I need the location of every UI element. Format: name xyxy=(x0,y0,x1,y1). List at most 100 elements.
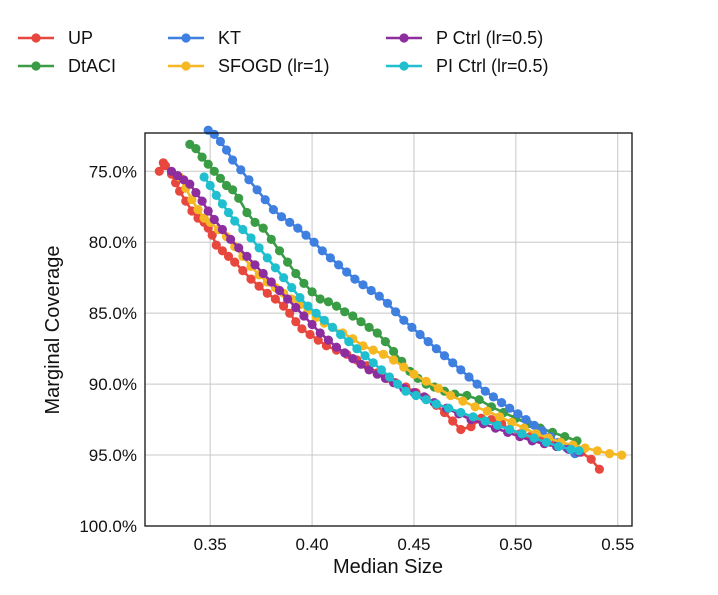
data-point xyxy=(223,251,234,261)
data-point xyxy=(495,412,505,422)
data-point xyxy=(409,369,419,379)
data-point xyxy=(331,301,342,311)
data-point xyxy=(340,348,350,358)
legend-label: P Ctrl (lr=0.5) xyxy=(436,28,543,48)
data-point xyxy=(389,346,399,357)
data-point xyxy=(415,329,425,340)
series-line xyxy=(188,143,579,443)
data-point xyxy=(529,433,539,443)
data-point xyxy=(433,383,443,393)
data-point xyxy=(358,280,368,290)
data-point xyxy=(215,136,225,147)
data-point xyxy=(529,420,539,430)
data-point xyxy=(592,446,603,456)
data-point xyxy=(230,257,240,267)
data-point xyxy=(401,386,411,396)
data-point xyxy=(211,190,221,200)
y-tick-label: 80.0% xyxy=(89,233,137,252)
data-point xyxy=(217,199,227,209)
data-point xyxy=(507,417,517,427)
data-point xyxy=(203,159,213,169)
data-point xyxy=(283,294,293,304)
data-point xyxy=(246,274,256,284)
data-point xyxy=(242,251,252,261)
series-layer xyxy=(154,125,627,474)
legend-label: PI Ctrl (lr=0.5) xyxy=(436,56,549,76)
legend: UP DtACI KT SFOGD (lr=1) P Ctrl (lr=0.5) PI C… xyxy=(18,28,549,76)
data-point xyxy=(313,335,323,345)
data-point xyxy=(350,274,360,284)
data-point xyxy=(391,307,401,317)
data-point xyxy=(456,424,466,435)
data-point xyxy=(238,266,248,276)
legend-label: DtACI xyxy=(68,56,116,76)
data-point xyxy=(266,234,276,244)
data-point xyxy=(492,420,503,430)
data-point xyxy=(393,379,403,389)
data-point xyxy=(399,315,409,325)
data-point xyxy=(274,285,285,296)
data-point xyxy=(356,359,366,369)
data-point xyxy=(203,206,213,216)
data-point xyxy=(421,395,431,405)
data-point xyxy=(521,415,531,425)
data-point xyxy=(513,409,523,419)
data-point xyxy=(270,294,280,304)
data-point xyxy=(262,253,272,263)
data-point xyxy=(356,317,366,327)
data-point xyxy=(566,444,576,454)
series-2 xyxy=(203,125,580,459)
data-point xyxy=(311,308,321,318)
data-point xyxy=(221,145,232,155)
series-5 xyxy=(199,172,584,456)
data-point xyxy=(246,233,256,243)
data-point xyxy=(193,205,203,215)
data-point xyxy=(274,246,285,256)
data-point xyxy=(258,223,268,233)
data-point xyxy=(299,278,309,288)
data-point xyxy=(364,322,374,332)
data-point xyxy=(482,406,492,416)
data-point xyxy=(594,464,605,474)
legend-marker xyxy=(399,61,409,71)
data-point xyxy=(185,179,195,189)
series-1 xyxy=(185,139,582,446)
data-point xyxy=(505,424,515,435)
data-point xyxy=(505,403,515,413)
legend-item: P Ctrl (lr=0.5) xyxy=(386,28,543,48)
data-point xyxy=(260,195,270,205)
data-point xyxy=(285,217,295,227)
data-point xyxy=(279,273,289,283)
data-point xyxy=(207,230,217,240)
data-point xyxy=(336,329,346,340)
data-point xyxy=(291,317,301,327)
x-axis-label: Median Size xyxy=(333,556,443,578)
data-point xyxy=(266,277,276,287)
data-point xyxy=(301,230,311,240)
data-point xyxy=(617,450,627,460)
data-point xyxy=(364,365,374,375)
data-point xyxy=(234,243,244,253)
data-point xyxy=(456,365,466,375)
series-line xyxy=(170,170,581,454)
data-point xyxy=(238,224,248,235)
data-point xyxy=(378,349,388,359)
data-point xyxy=(541,437,552,447)
legend-item: KT xyxy=(168,28,241,48)
data-point xyxy=(431,344,441,354)
data-point xyxy=(285,308,295,318)
data-point xyxy=(299,311,309,321)
data-point xyxy=(276,212,287,222)
data-point xyxy=(197,196,207,206)
data-point xyxy=(344,337,354,347)
data-point xyxy=(217,246,227,256)
y-tick-label: 90.0% xyxy=(89,375,137,394)
data-point xyxy=(234,193,244,203)
data-point xyxy=(254,243,264,253)
data-point xyxy=(217,224,227,235)
data-point xyxy=(488,392,498,402)
data-point xyxy=(466,422,476,432)
data-point xyxy=(287,283,297,293)
data-point xyxy=(464,372,474,382)
